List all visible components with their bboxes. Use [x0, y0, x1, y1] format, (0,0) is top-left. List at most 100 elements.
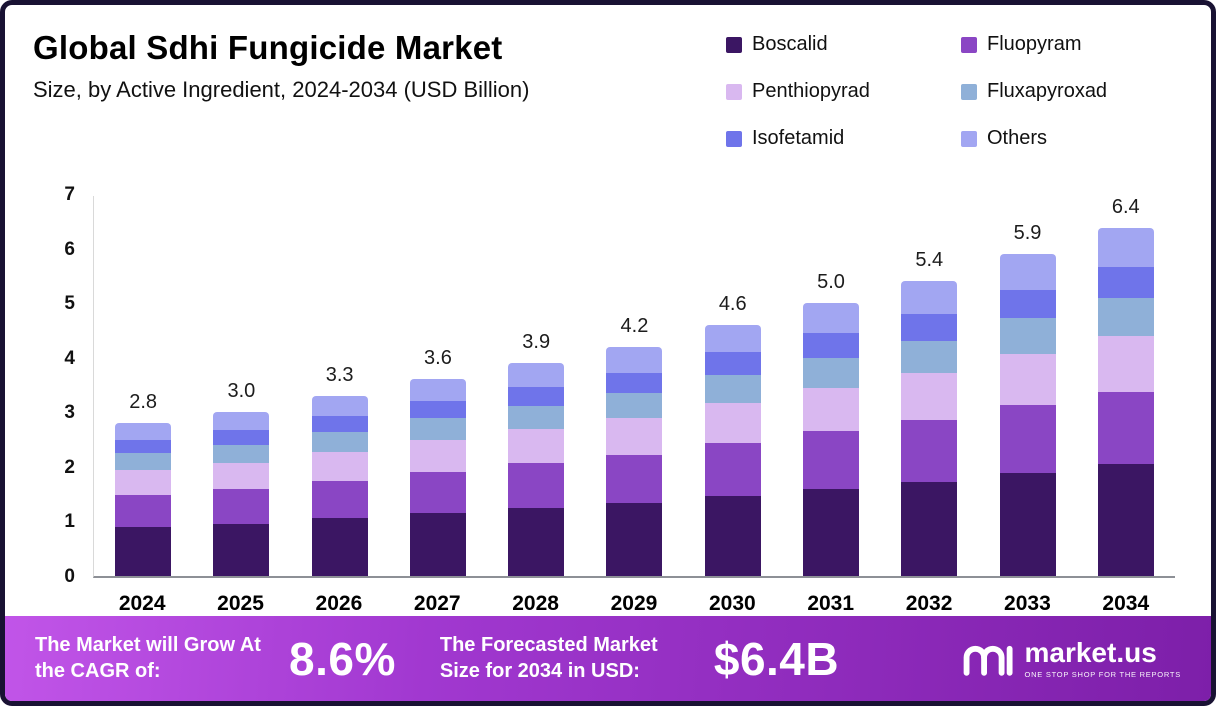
cagr-value: 8.6%	[289, 632, 396, 685]
bar-segment-fluxapyroxad	[999, 318, 1056, 354]
legend-item-others: Others	[961, 127, 1181, 150]
forecast-value: $6.4B	[713, 632, 840, 685]
bar-segment-penthiopyrad	[115, 470, 172, 495]
bar-segment-boscalid	[213, 523, 270, 576]
plot-area: 2.8 3.0 3.3 3.6 3.9 4.2 4.6 5.0 5.4 5.9 6.4	[93, 196, 1175, 578]
bar-segment-fluopyram	[606, 454, 663, 503]
bar-segment-fluopyram	[1097, 391, 1154, 465]
page-title: Global Sdhi Fungicide Market	[33, 29, 503, 66]
bar-group-2031: 5.0	[782, 196, 880, 576]
x-axis-wrap: 2024 2025 2026 2027 2028 2029 2030 2031 2032 2033…	[5, 580, 1211, 616]
bar-segment-fluxapyroxad	[1097, 298, 1154, 337]
legend-swatch-others	[961, 130, 977, 147]
bar-group-2026: 3.3	[291, 196, 389, 576]
bar-segment-boscalid	[999, 472, 1056, 576]
title-block: Global Sdhi Fungicide Market Size, by Ac…	[33, 29, 529, 103]
legend-label: Isofetamid	[752, 127, 845, 149]
bar-segment-penthiopyrad	[901, 373, 958, 420]
bar-segment-isofetamid	[802, 333, 859, 358]
bar-segment-others	[901, 281, 958, 315]
bar-segment-penthiopyrad	[802, 387, 859, 432]
x-axis-label: 2026	[315, 592, 363, 615]
bar-group-2033: 5.9	[978, 196, 1076, 576]
bar-total-label: 5.9	[1013, 222, 1042, 245]
stacked-bar	[802, 303, 859, 576]
cagr-label: The Market will Grow At the CAGR of:	[35, 633, 261, 682]
bar-segment-isofetamid	[115, 439, 172, 454]
bar-segment-fluxapyroxad	[901, 340, 958, 374]
bar-segment-fluxapyroxad	[508, 405, 565, 430]
bar-total-label: 4.6	[718, 293, 747, 316]
x-axis-label: 2025	[217, 592, 264, 615]
chart-card: Global Sdhi Fungicide Market Size, by Ac…	[5, 5, 1211, 616]
brand-tagline: ONE STOP SHOP FOR THE REPORTS	[1024, 669, 1181, 679]
legend-item-boscalid: Boscalid	[726, 33, 961, 56]
bar-segment-others	[409, 379, 466, 401]
y-tick-label: 5	[64, 293, 75, 315]
bar-segment-boscalid	[606, 502, 663, 576]
bar-segment-fluopyram	[213, 489, 270, 524]
x-axis-label: 2032	[905, 592, 953, 615]
bar-segment-fluxapyroxad	[802, 357, 859, 388]
y-tick-label: 1	[64, 511, 75, 533]
bar-segment-fluopyram	[508, 463, 565, 508]
bar-total-label: 5.0	[817, 271, 845, 294]
legend-swatch-fluopyram	[961, 36, 977, 53]
bar-segment-fluxapyroxad	[409, 418, 466, 441]
bar-segment-penthiopyrad	[213, 463, 270, 490]
bar-segment-boscalid	[508, 507, 565, 576]
stacked-bar	[508, 363, 565, 576]
bar-segment-penthiopyrad	[409, 440, 466, 472]
bar-segment-fluxapyroxad	[704, 374, 761, 403]
y-tick-label: 6	[64, 238, 75, 260]
bar-segment-penthiopyrad	[606, 418, 663, 455]
bar-segment-boscalid	[704, 495, 761, 576]
bar-segment-boscalid	[409, 513, 466, 576]
x-axis-label: 2030	[708, 592, 756, 615]
bar-total-label: 3.0	[227, 380, 256, 403]
bar-segment-isofetamid	[606, 372, 663, 394]
footer-banner: The Market will Grow At the CAGR of: 8.6…	[5, 616, 1211, 701]
legend-swatch-isofetamid	[726, 130, 742, 147]
bar-segment-boscalid	[901, 481, 958, 576]
bar-segment-others	[311, 396, 368, 416]
y-tick-label: 4	[64, 347, 75, 369]
bar-segment-others	[1097, 228, 1154, 267]
stacked-bar	[115, 423, 172, 576]
bar-segment-others	[606, 346, 663, 373]
bar-total-label: 3.9	[522, 331, 551, 354]
legend: Boscalid Fluopyram Penthiopyrad Fluxapyr…	[726, 29, 1181, 150]
header: Global Sdhi Fungicide Market Size, by Ac…	[5, 5, 1211, 150]
stacked-bar	[311, 396, 368, 576]
x-axis-label: 2027	[413, 592, 461, 615]
market-us-logo-icon	[964, 645, 1014, 676]
x-axis-label: 2031	[807, 592, 855, 615]
bar-segment-others	[508, 363, 565, 387]
y-tick-label: 0	[64, 566, 75, 587]
bar-total-label: 3.6	[424, 347, 452, 370]
bar-total-label: 6.4	[1111, 196, 1140, 218]
legend-label: Fluopyram	[987, 33, 1082, 55]
legend-label: Others	[987, 127, 1048, 149]
bar-group-2028: 3.9	[487, 196, 585, 576]
bar-segment-others	[704, 325, 761, 353]
bar-segment-boscalid	[115, 526, 172, 576]
bar-segment-fluxapyroxad	[115, 453, 172, 471]
bar-segment-boscalid	[802, 488, 859, 576]
bar-segment-boscalid	[311, 518, 368, 576]
bar-segment-isofetamid	[999, 289, 1056, 319]
bar-segment-isofetamid	[409, 400, 466, 419]
bar-segment-fluopyram	[999, 405, 1056, 473]
bar-segment-fluxapyroxad	[311, 432, 368, 452]
legend-item-fluopyram: Fluopyram	[961, 33, 1181, 56]
bar-total-label: 3.3	[325, 364, 354, 387]
bar-segment-others	[213, 412, 270, 431]
x-axis-label: 2033	[1004, 592, 1051, 615]
stacked-bar	[1097, 228, 1154, 576]
bar-segment-others	[802, 303, 859, 334]
y-tick-label: 2	[64, 456, 75, 478]
x-axis-label: 2024	[118, 592, 166, 615]
bar-segment-isofetamid	[213, 430, 270, 446]
bar-group-2034: 6.4	[1077, 196, 1175, 576]
